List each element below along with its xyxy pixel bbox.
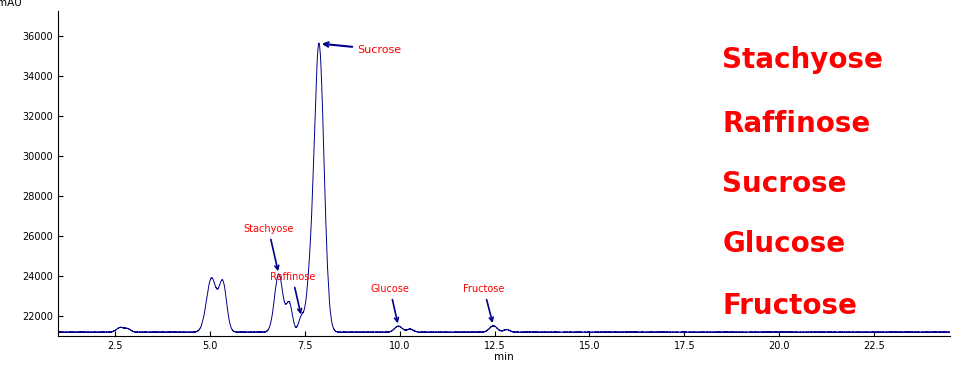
- Text: Stachyose: Stachyose: [723, 45, 883, 74]
- Text: Glucose: Glucose: [723, 230, 846, 258]
- Text: Fructose: Fructose: [463, 284, 505, 321]
- Text: Stachyose: Stachyose: [243, 224, 294, 270]
- Text: Raffinose: Raffinose: [270, 272, 315, 312]
- Y-axis label: mAU: mAU: [0, 0, 22, 8]
- Text: Glucose: Glucose: [371, 284, 410, 322]
- Text: Sucrose: Sucrose: [723, 170, 847, 198]
- Text: Raffinose: Raffinose: [723, 110, 871, 138]
- X-axis label: min: min: [494, 353, 514, 363]
- Text: Fructose: Fructose: [723, 292, 857, 320]
- Text: Sucrose: Sucrose: [324, 42, 402, 55]
